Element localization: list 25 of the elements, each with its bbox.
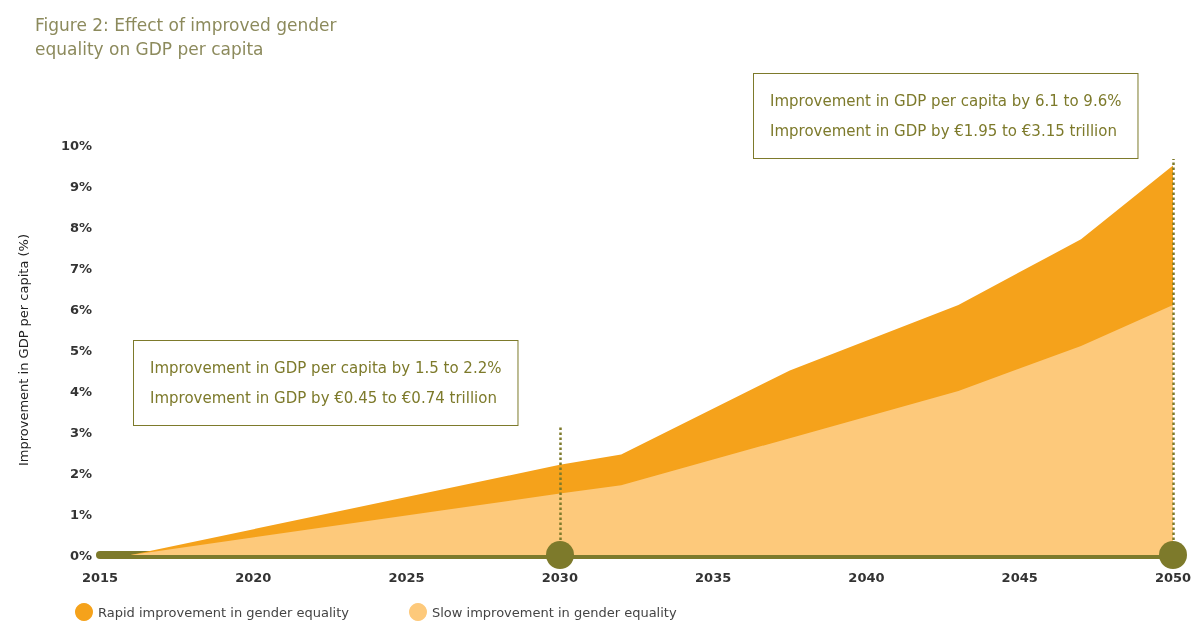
y-tick-label: 7%: [69, 260, 92, 276]
y-axis-title: Improvement in GDP per capita (%): [16, 233, 31, 467]
x-tick-label: 2015: [81, 570, 119, 585]
x-tick-label: 2030: [541, 570, 578, 585]
y-tick-label: 3%: [69, 424, 92, 440]
y-tick-label: 0%: [69, 547, 92, 563]
legend-label: Rapid improvement in gender equality: [98, 604, 350, 620]
x-tick-label: 2025: [388, 570, 425, 585]
chart-title: Figure 2: Effect of improved gender equality on GDP per capita: [35, 15, 337, 59]
annotation: Improvement in GDP per capita by 1.5 to 2.2% Improvement in GDP by €0.45 to €0.74 trillion: [150, 359, 502, 407]
y-tick-label: 8%: [69, 219, 92, 235]
text: Improvement in GDP per capita by 6.1 to 9.6% Improvement in GDP by €1.95 to €3.15 trillion: [770, 92, 1122, 140]
y-tick-label: 6%: [69, 301, 92, 317]
y-tick-label: 5%: [69, 342, 92, 358]
y-tick-label: 9%: [69, 178, 92, 194]
x-tick-label: 2045: [1001, 570, 1038, 585]
x-tick-label: 2050: [1154, 570, 1192, 585]
y-tick-label: 4%: [69, 383, 92, 399]
x-tick-label: 2035: [695, 570, 732, 585]
x-tick-label: 2040: [848, 570, 885, 585]
x-tick-label: 2020: [235, 570, 272, 585]
y-tick-label: 1%: [69, 506, 92, 522]
legend-label: Slow improvement in gender equality: [431, 604, 677, 620]
y-tick-label: 10%: [60, 137, 92, 153]
y-tick-label: 2%: [69, 465, 92, 481]
